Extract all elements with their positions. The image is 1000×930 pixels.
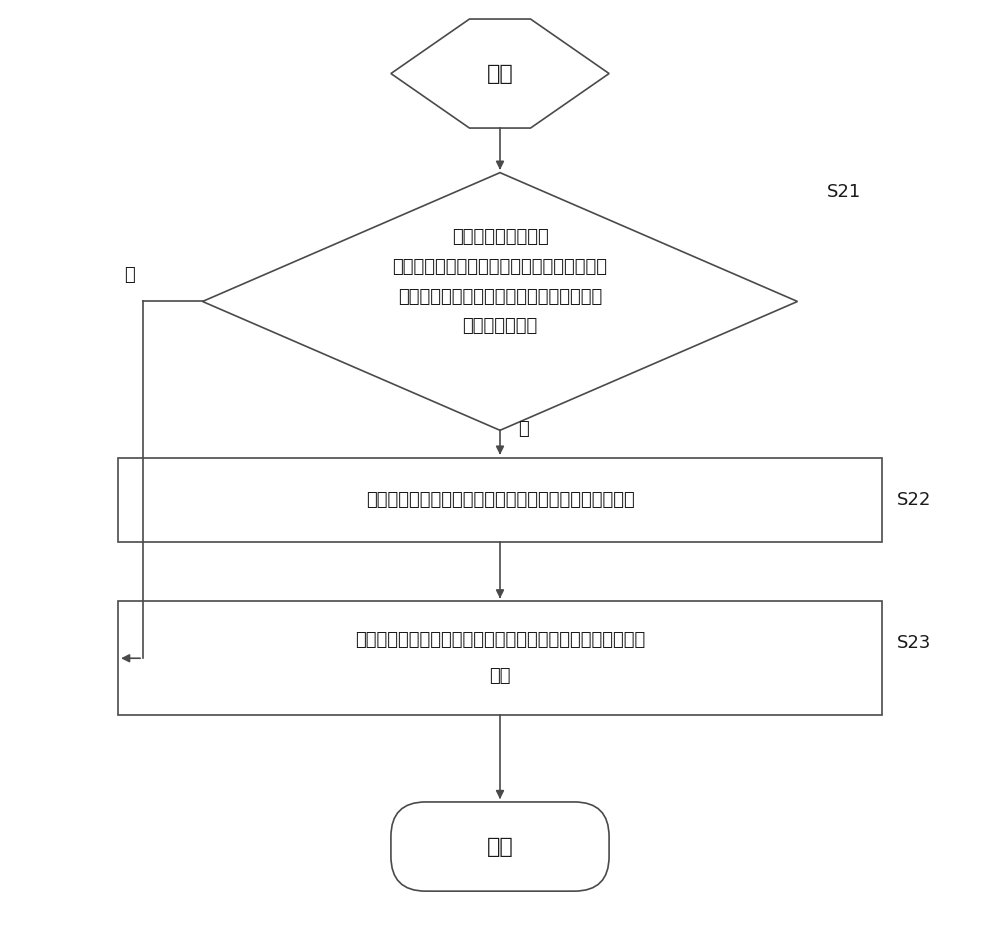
Text: 要时间值之和是否小于本地终端的每包音视: 要时间值之和是否小于本地终端的每包音视 <box>398 287 602 306</box>
Text: 确定所述云终端虚拟桌面的传输能力比所述本地终端的传输能: 确定所述云终端虚拟桌面的传输能力比所述本地终端的传输能 <box>355 631 645 649</box>
Text: S21: S21 <box>827 182 862 201</box>
Text: 是: 是 <box>518 420 529 438</box>
Text: 结束: 结束 <box>487 837 513 857</box>
Bar <box>118 458 882 542</box>
Polygon shape <box>203 173 798 431</box>
Polygon shape <box>391 19 609 128</box>
Text: 开始: 开始 <box>487 63 513 84</box>
Text: 否: 否 <box>124 266 135 284</box>
Text: 力弱: 力弱 <box>489 667 511 685</box>
Text: 频传输时间值？: 频传输时间值？ <box>462 317 538 335</box>
Bar <box>118 602 882 715</box>
Text: 的每包音视频传输时间值和建立网络通信所需: 的每包音视频传输时间值和建立网络通信所需 <box>393 258 608 276</box>
Text: S22: S22 <box>897 491 931 509</box>
FancyBboxPatch shape <box>391 802 609 891</box>
Text: 确定云终端虚拟桌面的传输能力比本地终端的传输能力强: 确定云终端虚拟桌面的传输能力比本地终端的传输能力强 <box>366 491 634 509</box>
Text: S23: S23 <box>897 634 931 652</box>
Text: 对应云终端虚拟桌面: 对应云终端虚拟桌面 <box>452 228 548 246</box>
